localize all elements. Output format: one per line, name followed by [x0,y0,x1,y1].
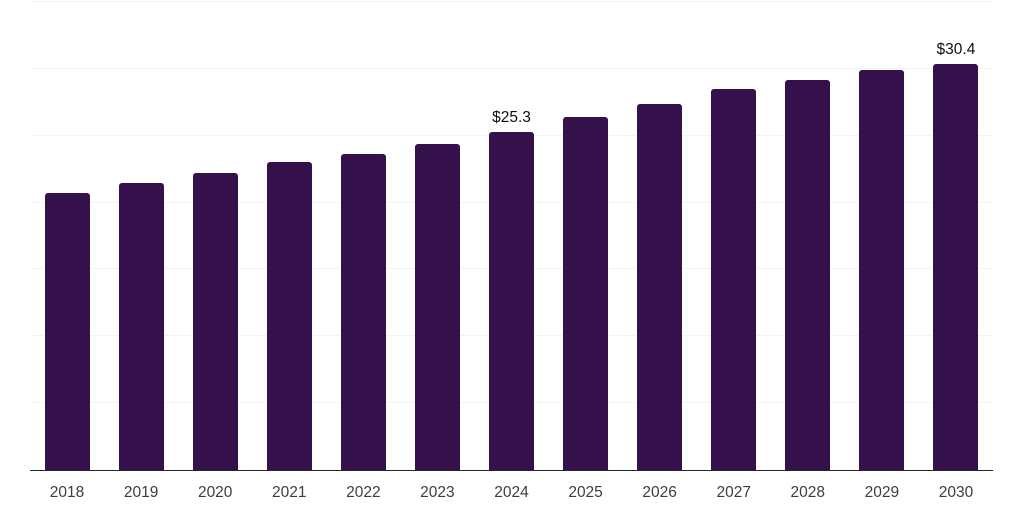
x-tick-2018: 2018 [49,484,85,501]
x-tick-2023: 2023 [420,484,455,501]
value-label-2024: $25.3 [492,109,531,127]
bar-2019 [118,182,164,470]
gridline-35 [30,1,993,2]
value-label-2030: $30.4 [936,41,976,59]
plot-area: $25.3 $30.4 [30,1,993,470]
bar-2021 [266,162,312,470]
bar-2028 [785,79,831,470]
x-tick-2020: 2020 [197,484,233,501]
x-tick-2025: 2025 [568,484,603,501]
x-tick-2024: 2024 [494,484,529,501]
gridline-30 [30,67,993,69]
x-tick-2026: 2026 [642,484,677,501]
bar-2022 [340,154,386,470]
x-axis-line [30,470,993,471]
x-tick-2029: 2029 [864,484,900,501]
bar-2018 [44,193,90,470]
x-tick-2022: 2022 [346,484,381,501]
x-tick-2027: 2027 [716,484,751,501]
bar-2025 [563,117,609,470]
bar-2026 [637,103,683,470]
x-tick-2028: 2028 [790,484,826,501]
x-tick-2021: 2021 [272,484,307,501]
bar-2023 [414,143,460,470]
bar-2027 [711,88,757,470]
bar-2030 [933,63,979,470]
bar-2024 [489,131,534,470]
x-tick-2019: 2019 [123,484,159,501]
bar-2029 [859,70,905,470]
x-tick-2030: 2030 [938,484,974,501]
bar-2020 [192,173,238,470]
